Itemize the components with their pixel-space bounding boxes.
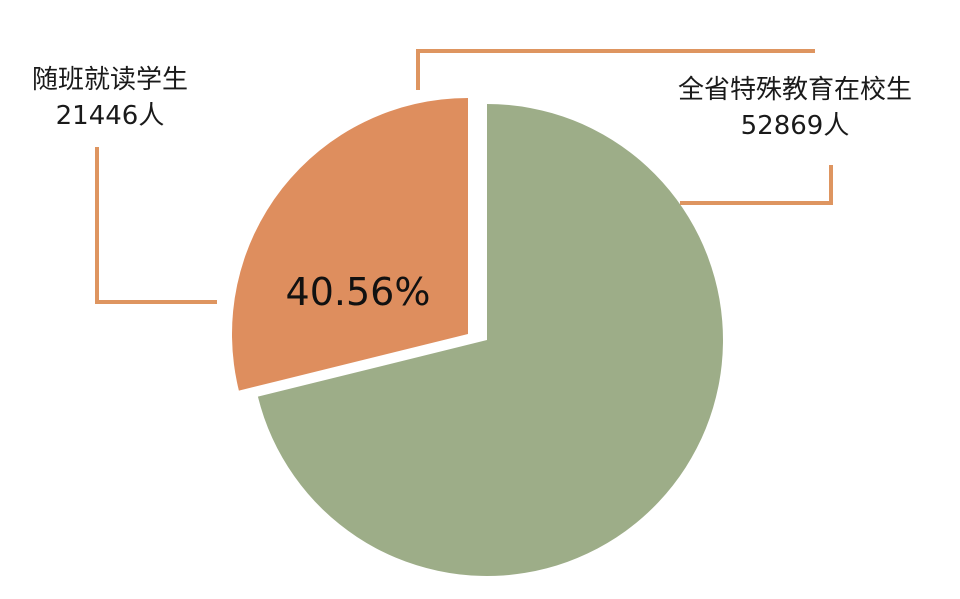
leader-line-right [680,165,833,205]
slice-label-name: 随班就读学生 [31,65,188,95]
leader-line-left [95,147,217,304]
label-special-education-students: 全省特殊教育在校生 52869人 [650,72,940,144]
slice-label-value: 52869人 [740,111,850,141]
slice-label-name: 全省特殊教育在校生 [677,75,912,105]
leader-line-top [416,49,815,90]
label-mainstream-students: 随班就读学生 21446人 [0,62,220,134]
pie-slice-special-education [257,104,723,576]
pie-slice-mainstream [232,98,468,391]
percent-label: 40.56% [285,270,431,314]
slice-label-value: 21446人 [55,101,165,131]
